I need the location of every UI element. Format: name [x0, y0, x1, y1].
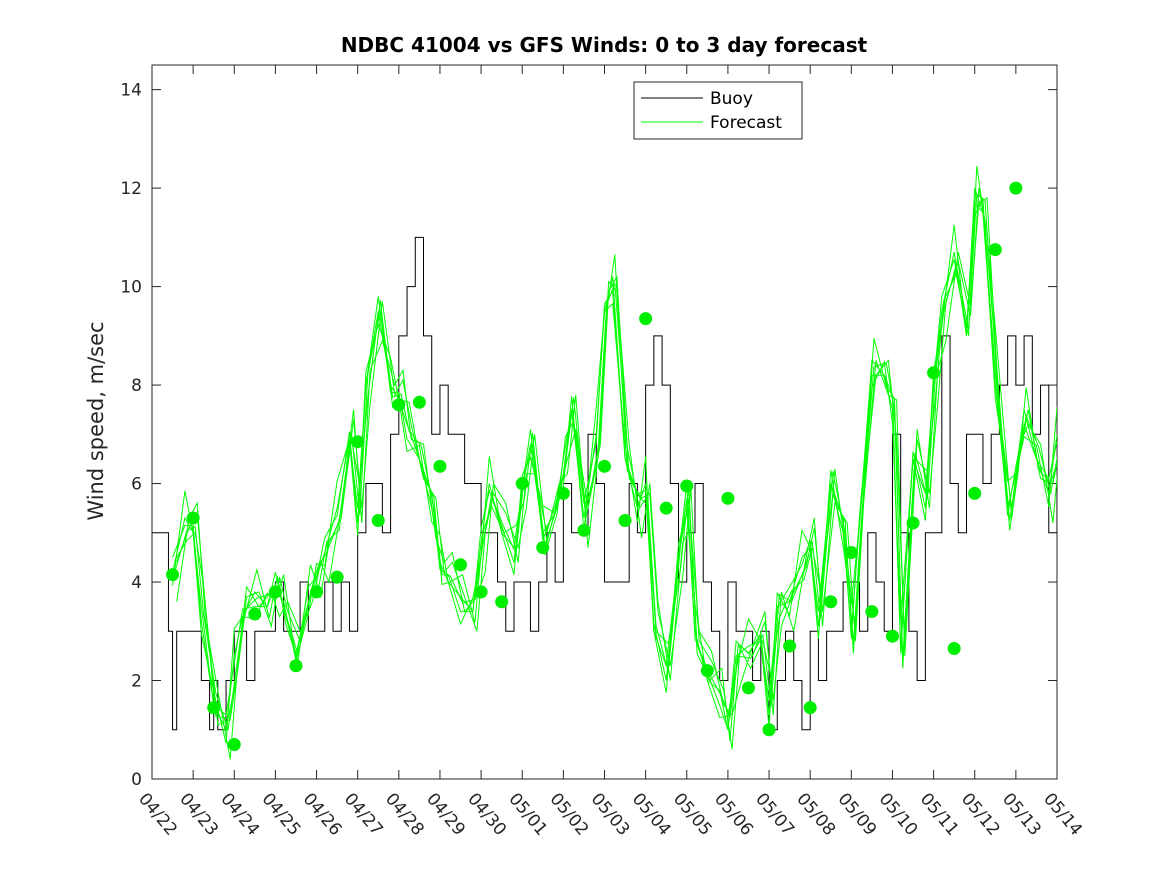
legend-box [633, 81, 803, 140]
forecast-marker-point [556, 486, 570, 500]
forecast-marker-point [412, 395, 426, 409]
forecast-ensemble-line [172, 197, 1057, 744]
forecast-marker-point [166, 568, 180, 582]
forecast-marker-point [351, 435, 365, 449]
forecast-marker-point [268, 585, 282, 599]
forecast-marker-point [454, 558, 468, 572]
legend-forecast-label: Forecast [710, 113, 782, 133]
forecast-marker-point [598, 459, 611, 473]
y-tick-label: 0 [131, 770, 142, 790]
forecast-ensemble-line [176, 197, 1057, 760]
forecast-marker-point [885, 629, 899, 643]
forecast-marker-point [659, 501, 673, 515]
forecast-marker-point [968, 486, 982, 500]
y-axis-label: Wind speed, m/sec [84, 321, 108, 520]
forecast-marker-point [371, 513, 385, 527]
chart-title: NDBC 41004 vs GFS Winds: 0 to 3 day fore… [341, 33, 868, 57]
forecast-marker-point [207, 701, 221, 715]
forecast-marker-point [433, 459, 447, 473]
forecast-marker-point [577, 523, 591, 537]
forecast-marker-point [762, 723, 776, 737]
legend-buoy-label: Buoy [710, 89, 753, 109]
y-tick-label: 14 [120, 81, 142, 101]
forecast-marker-point [474, 585, 488, 599]
forecast-marker-point [227, 738, 241, 752]
forecast-marker-point [824, 595, 838, 609]
forecast-marker-point [515, 477, 529, 491]
y-tick-label: 12 [120, 179, 142, 199]
y-tick-label: 4 [131, 573, 142, 593]
forecast-marker-point [741, 681, 755, 695]
forecast-marker-point [844, 545, 858, 559]
y-tick-label: 10 [120, 278, 142, 298]
forecast-marker-point [803, 701, 817, 715]
forecast-marker-point [988, 243, 1002, 257]
forecast-marker-point [248, 607, 262, 621]
buoy-series-line [152, 236, 1057, 731]
forecast-ensemble-line [176, 188, 1057, 750]
forecast-marker-point [495, 595, 509, 609]
forecast-marker-point [536, 541, 550, 555]
forecast-marker-point [721, 491, 735, 505]
forecast-marker-point [927, 366, 941, 380]
forecast-marker-point [310, 585, 324, 599]
forecast-marker-point [330, 570, 344, 584]
forecast-marker-point [392, 398, 406, 412]
forecast-marker-point [289, 659, 303, 673]
forecast-marker-point [680, 479, 694, 493]
y-tick-label: 8 [131, 376, 142, 396]
forecast-marker-point [865, 605, 879, 619]
forecast-marker-point [186, 511, 200, 525]
forecast-marker-point [783, 639, 797, 653]
axes-box [151, 64, 1058, 780]
forecast-marker-point [700, 664, 714, 678]
forecast-marker-point [1009, 181, 1023, 195]
forecast-marker-point [947, 642, 961, 656]
forecast-marker-point [639, 312, 653, 326]
forecast-marker-point [618, 513, 632, 527]
legend: Buoy Forecast [633, 81, 803, 140]
y-tick-label: 2 [131, 672, 142, 692]
plot-area: 0246810121404/2204/2304/2404/2504/2604/2… [120, 64, 1086, 840]
forecast-marker-point [906, 516, 920, 530]
y-tick-label: 6 [131, 475, 142, 495]
